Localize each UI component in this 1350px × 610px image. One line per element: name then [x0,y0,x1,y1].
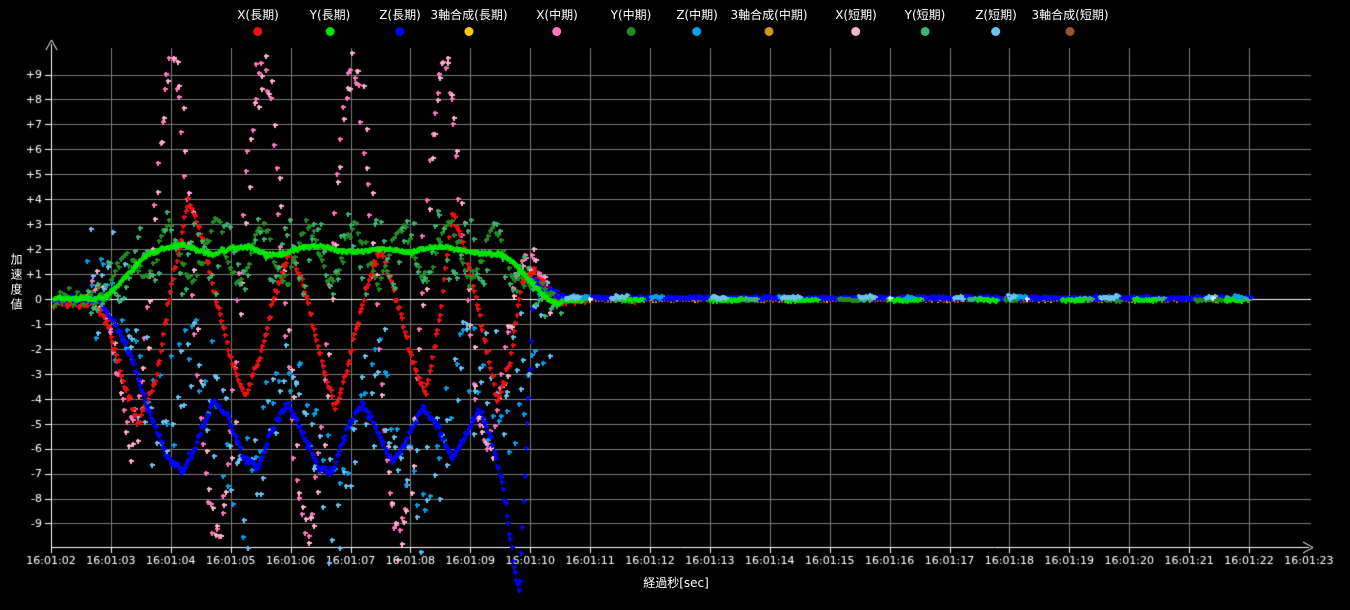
legend-item-0: X(長期) [237,8,279,36]
legend-item-6: Z(中期) [676,8,718,36]
legend-label: 3軸合成(中期) [731,8,808,22]
legend-marker-dot [765,27,774,36]
legend-item-7: 3軸合成(中期) [731,8,808,36]
legend-label: X(中期) [536,8,578,22]
legend-marker-dot [852,27,861,36]
legend-marker-dot [465,27,474,36]
legend-marker-dot [325,27,334,36]
legend-marker-dot [1066,27,1075,36]
legend-marker-dot [693,27,702,36]
x-axis-title: 経過秒[sec] [643,574,709,591]
legend-item-5: Y(中期) [611,8,652,36]
legend-marker-dot [254,27,263,36]
legend-item-4: X(中期) [536,8,578,36]
legend-label: Y(中期) [611,8,652,22]
legend-label: Y(短期) [905,8,946,22]
legend-marker-dot [553,27,562,36]
legend-marker-dot [992,27,1001,36]
legend-label: X(短期) [835,8,877,22]
legend-item-8: X(短期) [835,8,877,36]
legend-marker-dot [920,27,929,36]
legend-item-10: Z(短期) [975,8,1017,36]
legend-label: Z(長期) [379,8,421,22]
chart-canvas [0,0,1350,610]
legend-item-1: Y(長期) [310,8,351,36]
legend-marker-dot [396,27,405,36]
legend-label: Y(長期) [310,8,351,22]
chart-root: X(長期) Y(長期) Z(長期) 3軸合成(長期) X(中期) Y(中期) Z(中期) 3軸… [0,0,1350,610]
legend-marker-dot [626,27,635,36]
legend-item-9: Y(短期) [905,8,946,36]
legend-label: 3軸合成(長期) [431,8,508,22]
legend-label: 3軸合成(短期) [1032,8,1109,22]
legend-item-3: 3軸合成(長期) [431,8,508,36]
legend-item-11: 3軸合成(短期) [1032,8,1109,36]
legend-label: Z(短期) [975,8,1017,22]
legend-item-2: Z(長期) [379,8,421,36]
y-axis-title: 加速度値 [8,253,25,313]
legend-label: X(長期) [237,8,279,22]
legend-label: Z(中期) [676,8,718,22]
